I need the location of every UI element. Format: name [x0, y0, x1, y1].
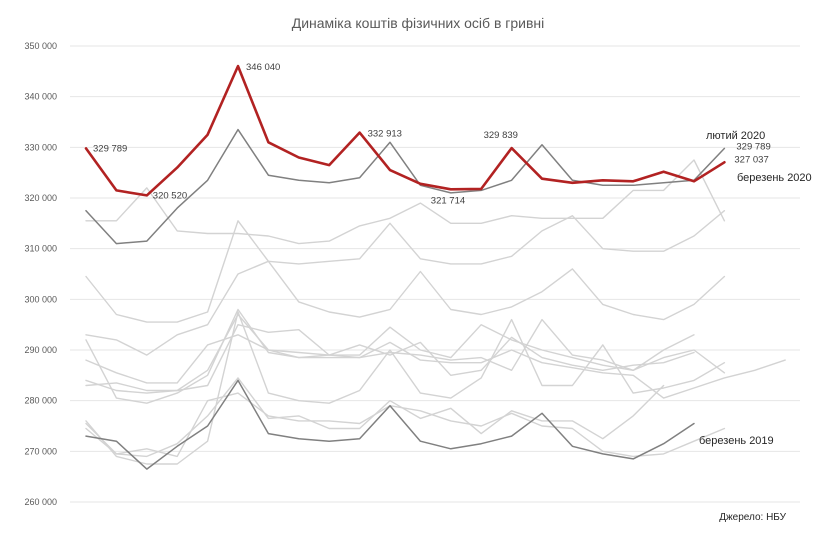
- series-line-bg-8: [85, 209, 726, 356]
- y-tick-label: 280 000: [24, 396, 57, 406]
- highlight-series: [84, 64, 726, 197]
- series-line-bg-9: [85, 220, 726, 323]
- series-line-bg-1: [85, 324, 695, 394]
- data-labels: 329 789 320 520 346 040 332 913 321 714 329 8…: [93, 62, 812, 447]
- comparison-series: [85, 128, 726, 470]
- data-label: 329 839: [484, 130, 518, 141]
- y-axis: 260 000 270 000 280 000 290 000 300 000 310 0…: [24, 41, 57, 507]
- y-tick-label: 270 000: [24, 446, 57, 456]
- y-tick-label: 320 000: [24, 193, 57, 203]
- series-label: березень 2019: [699, 435, 774, 447]
- data-label: 332 913: [368, 129, 402, 140]
- y-tick-label: 330 000: [24, 142, 57, 152]
- series-line-bg-4: [85, 318, 726, 384]
- background-series: [85, 159, 786, 465]
- series-line-березень-2020: [84, 64, 726, 197]
- series-line-bg-5: [85, 392, 726, 458]
- data-label: 327 037: [734, 154, 768, 165]
- data-label: 346 040: [246, 62, 280, 73]
- series-line-bg-7: [85, 311, 726, 465]
- series-line-bg-6: [85, 377, 665, 458]
- y-tick-label: 350 000: [24, 41, 57, 51]
- data-label: 329 789: [93, 143, 127, 154]
- chart-title: Динаміка коштів фізичних осіб в гривні: [292, 15, 545, 31]
- y-tick-label: 340 000: [24, 92, 57, 102]
- series-label: лютий 2020: [706, 130, 765, 142]
- data-label: 320 520: [153, 190, 187, 201]
- grid: [70, 45, 800, 503]
- y-tick-label: 310 000: [24, 244, 57, 254]
- series-line-лютий-2020: [85, 128, 726, 245]
- y-tick-label: 260 000: [24, 497, 57, 507]
- data-label: 321 714: [431, 195, 465, 206]
- series-line-березень-2019: [85, 379, 695, 470]
- series-line-bg-2: [85, 313, 695, 392]
- data-label: 329 789: [736, 141, 770, 152]
- y-tick-label: 290 000: [24, 345, 57, 355]
- source-note: Джерело: НБУ: [719, 512, 786, 523]
- y-tick-label: 300 000: [24, 294, 57, 304]
- series-label: березень 2020: [737, 172, 812, 184]
- series-line-bg-3: [85, 308, 786, 404]
- series-line-bg-10: [85, 159, 726, 245]
